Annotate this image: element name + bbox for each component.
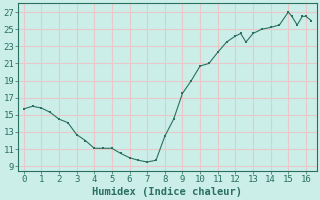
X-axis label: Humidex (Indice chaleur): Humidex (Indice chaleur) <box>92 186 243 197</box>
